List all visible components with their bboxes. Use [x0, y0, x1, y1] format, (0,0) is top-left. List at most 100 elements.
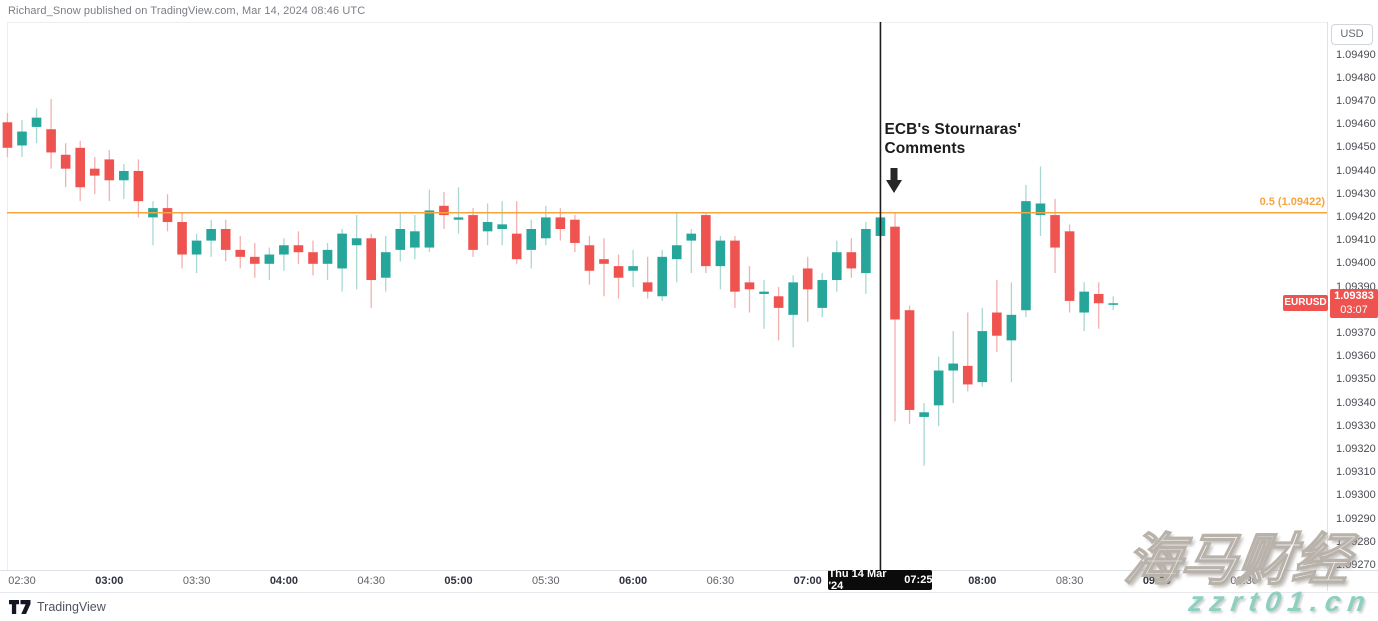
crosshair-date: Thu 14 Mar '24	[828, 568, 887, 592]
last-price-badge: 1.09383 03:07	[1330, 288, 1378, 318]
event-annotation-line1: ECB's Stournaras'	[884, 121, 1021, 138]
candle-body	[1079, 291, 1089, 313]
candle-body	[992, 312, 1002, 336]
candle-body	[2, 122, 13, 148]
candle-body	[308, 252, 318, 264]
candle-body	[366, 238, 376, 281]
candle-body	[773, 296, 784, 308]
price-tick-label: 1.09370	[1336, 326, 1376, 339]
candle-body	[497, 224, 507, 229]
price-tick-label: 1.09270	[1336, 558, 1376, 571]
time-tick-label: 09:30	[1230, 575, 1258, 587]
candle-body	[526, 229, 537, 250]
candle-body	[380, 252, 391, 278]
bar-countdown: 03:07	[1340, 303, 1368, 316]
candle-body	[628, 266, 638, 271]
price-tick-label: 1.09420	[1336, 210, 1376, 223]
time-tick-label: 06:00	[619, 575, 648, 587]
fib-level-label: 0.5 (1.09422)	[1259, 195, 1325, 208]
candle-body	[17, 131, 27, 146]
candle-body	[220, 229, 231, 250]
candle-body	[511, 233, 522, 260]
candle-body	[599, 259, 609, 264]
symbol-price-label: EURUSD	[1283, 295, 1328, 312]
candle-body	[337, 233, 347, 269]
watermark-cjk-text: 海马财经	[1120, 527, 1354, 592]
candle-body	[293, 245, 304, 253]
time-tick-label: 06:30	[706, 575, 735, 587]
price-tick-label: 1.09400	[1336, 257, 1376, 270]
price-tick-label: 1.09330	[1336, 419, 1376, 432]
candle-body	[861, 229, 871, 274]
candle-body	[904, 310, 915, 410]
candle-body	[439, 205, 449, 216]
tradingview-logo-icon	[9, 600, 31, 614]
published-byline: Richard_Snow published on TradingView.co…	[8, 5, 366, 17]
candle-body	[1050, 215, 1060, 248]
candle-body	[1064, 231, 1075, 301]
footer-bar: TradingView	[0, 592, 1378, 621]
price-tick-label: 1.09440	[1336, 164, 1376, 177]
candle-body	[715, 240, 726, 267]
price-tick-label: 1.09340	[1336, 396, 1376, 409]
time-tick-label: 08:30	[1055, 575, 1084, 587]
candle-body	[31, 117, 42, 127]
candle-body	[191, 240, 202, 255]
currency-toggle-button[interactable]: USD	[1331, 24, 1373, 45]
candle-body	[46, 129, 56, 153]
candle-body	[1035, 203, 1046, 216]
candle-body	[482, 222, 493, 232]
candle-body	[177, 222, 187, 255]
candle-body	[744, 282, 755, 290]
candle-body	[817, 280, 828, 308]
candle-body	[453, 217, 464, 220]
candle-body	[162, 208, 173, 223]
price-tick-label: 1.09450	[1336, 141, 1376, 154]
candle-body	[701, 215, 711, 267]
candle-body	[351, 238, 362, 246]
candle-body	[890, 226, 900, 320]
candle-body	[948, 363, 958, 371]
candle-body	[788, 282, 798, 315]
price-tick-label: 1.09460	[1336, 118, 1376, 131]
candle-body	[235, 249, 246, 257]
candle-body	[424, 210, 435, 248]
candle-body	[541, 217, 551, 239]
candle-body	[1021, 201, 1031, 311]
tradingview-logo[interactable]: TradingView	[9, 600, 106, 614]
candle-body	[613, 266, 624, 278]
candle-body	[962, 365, 973, 385]
candle-body	[322, 249, 333, 264]
time-tick-label: 02:30	[8, 575, 36, 587]
candle-body	[468, 215, 478, 250]
candle-body	[846, 252, 857, 269]
price-tick-label: 1.09480	[1336, 71, 1376, 84]
price-tick-label: 1.09490	[1336, 48, 1376, 61]
candle-body	[119, 171, 129, 181]
price-tick-label: 1.09360	[1336, 350, 1376, 363]
tradingview-brand-text: TradingView	[37, 600, 106, 614]
candle-body	[206, 229, 216, 241]
candle-body	[1006, 314, 1017, 341]
candle-body	[759, 291, 769, 294]
candle-body	[133, 171, 144, 202]
candle-body	[89, 168, 100, 176]
down-arrow-icon	[886, 168, 903, 193]
candle-body	[832, 252, 842, 281]
candle-body	[730, 240, 740, 292]
candle-body	[657, 256, 667, 297]
event-annotation-line2: Comments	[884, 140, 966, 157]
price-tick-label: 1.09350	[1336, 373, 1376, 386]
candle-body	[933, 370, 944, 406]
candle-body	[104, 159, 115, 181]
event-annotation: ECB's Stournaras' Comments	[884, 120, 1021, 199]
candle-body	[279, 245, 289, 255]
candle-body	[410, 231, 420, 248]
time-tick-label: 04:30	[357, 575, 385, 587]
price-tick-label: 1.09280	[1336, 535, 1376, 548]
time-tick-label: 08:00	[968, 575, 997, 587]
candle-body	[1093, 293, 1104, 304]
candle-body	[395, 229, 406, 250]
